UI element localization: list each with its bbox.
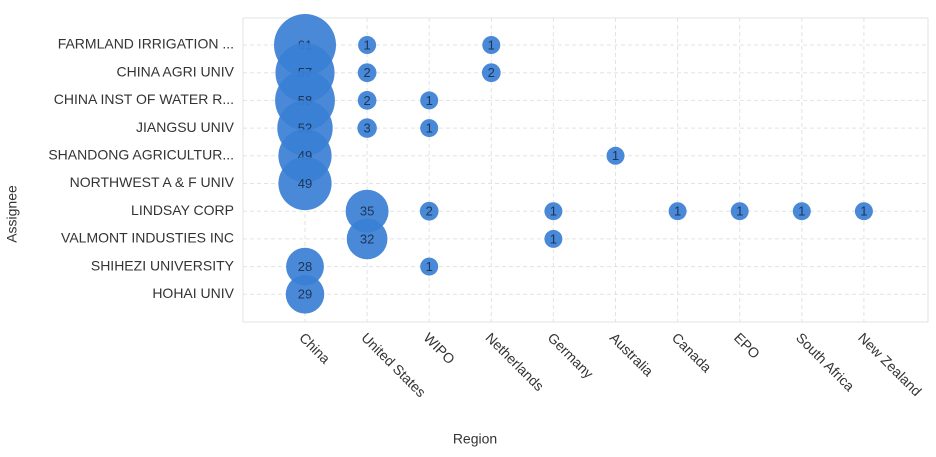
data-label: 35 bbox=[360, 204, 374, 219]
data-label: 1 bbox=[674, 204, 681, 219]
data-label: 2 bbox=[488, 65, 495, 80]
data-label: 1 bbox=[860, 204, 867, 219]
x-tick-label: Australia bbox=[607, 329, 657, 379]
y-axis-label: Assignee bbox=[4, 185, 20, 243]
data-label: 1 bbox=[426, 93, 433, 108]
data-label: 2 bbox=[426, 204, 433, 219]
x-tick-label: Germany bbox=[545, 329, 597, 381]
data-label: 1 bbox=[736, 204, 743, 219]
data-label: 3 bbox=[363, 121, 370, 136]
x-tick-label: EPO bbox=[731, 329, 763, 361]
data-label: 1 bbox=[612, 148, 619, 163]
x-tick-label: WIPO bbox=[420, 329, 458, 367]
x-tick-label: United States bbox=[358, 329, 429, 400]
y-tick-label: FARMLAND IRRIGATION ... bbox=[58, 36, 234, 52]
x-tick-label: Canada bbox=[669, 329, 715, 375]
chart: Region Assignee China United StatesWIPO Ne… bbox=[0, 0, 936, 452]
y-tick-label: CHINA INST OF WATER R... bbox=[54, 91, 234, 107]
data-label: 1 bbox=[426, 121, 433, 136]
data-label: 1 bbox=[363, 37, 370, 52]
data-label: 2 bbox=[363, 65, 370, 80]
y-tick-label: SHANDONG AGRICULTUR... bbox=[48, 147, 234, 163]
y-tick-label: SHIHEZI UNIVERSITY bbox=[91, 257, 235, 273]
x-axis-label: Region bbox=[453, 431, 497, 447]
x-tick-label: South Africa bbox=[793, 329, 858, 394]
plot-area bbox=[243, 18, 928, 322]
data-label: 29 bbox=[298, 287, 312, 302]
y-tick-label: VALMONT INDUSTIES INC bbox=[61, 230, 234, 246]
y-tick-label: NORTHWEST A & F UNIV bbox=[70, 174, 235, 190]
data-label: 1 bbox=[798, 204, 805, 219]
y-tick-label: CHINA AGRI UNIV bbox=[117, 63, 235, 79]
data-label: 1 bbox=[426, 259, 433, 274]
x-tick-label: New Zealand bbox=[855, 329, 925, 399]
y-tick-label: HOHAI UNIV bbox=[152, 285, 234, 301]
y-tick-label: JIANGSU UNIV bbox=[136, 119, 235, 135]
data-label: 2 bbox=[363, 93, 370, 108]
data-label: 32 bbox=[360, 231, 374, 246]
data-label: 49 bbox=[298, 176, 312, 191]
x-tick-label: China bbox=[296, 329, 333, 366]
data-label: 28 bbox=[298, 259, 312, 274]
data-label: 1 bbox=[550, 204, 557, 219]
x-tick-label: Netherlands bbox=[483, 329, 548, 394]
data-label: 1 bbox=[488, 37, 495, 52]
data-label: 1 bbox=[550, 231, 557, 246]
y-tick-label: LINDSAY CORP bbox=[131, 202, 234, 218]
